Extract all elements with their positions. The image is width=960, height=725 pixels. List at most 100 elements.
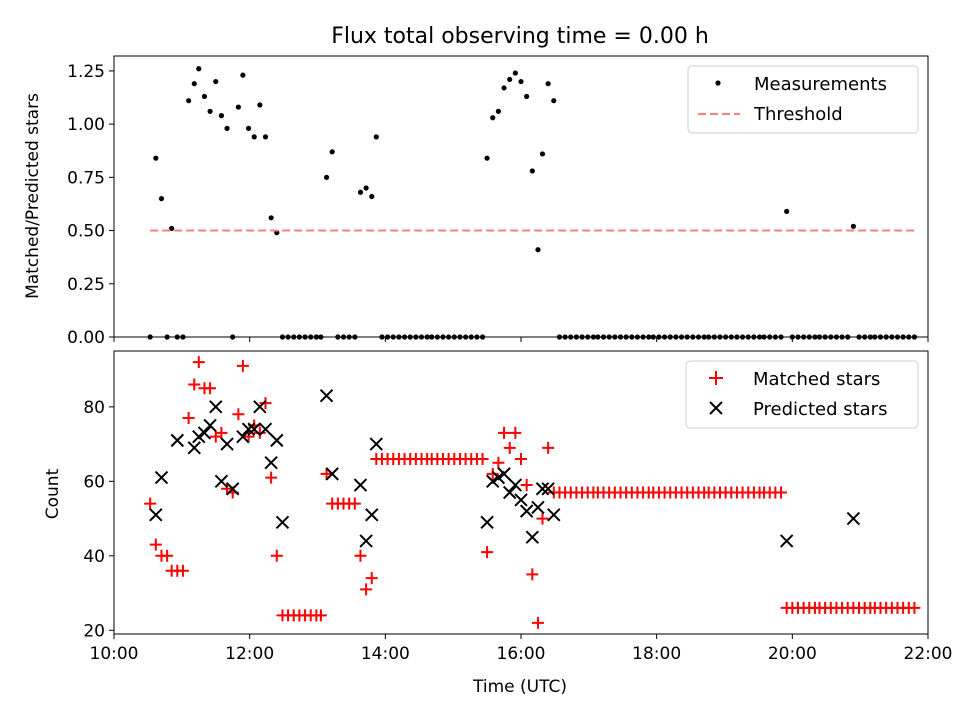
measurements-point xyxy=(235,104,241,110)
matched-stars-point xyxy=(360,583,373,596)
matched-stars-point xyxy=(144,497,157,510)
measurements-point xyxy=(218,113,225,119)
matched-stars-point xyxy=(149,538,162,551)
predicted-stars-point xyxy=(497,467,511,481)
matched-stars-point xyxy=(354,549,367,562)
matched-stars-point xyxy=(908,601,921,614)
predicted-stars-point xyxy=(508,478,523,492)
legend-matched-label: Matched stars xyxy=(753,369,880,390)
x-tick-label: 20:00 xyxy=(768,644,817,664)
measurements-point xyxy=(535,247,541,253)
predicted-stars-point xyxy=(209,400,223,414)
predicted-stars-point xyxy=(531,500,545,515)
top-legend: Measurements Threshold xyxy=(687,65,919,134)
measurements-point xyxy=(524,93,530,100)
measurements-point xyxy=(518,78,524,85)
matched-stars-point xyxy=(161,549,174,562)
measurements-point xyxy=(158,196,165,202)
measurements-point xyxy=(539,151,546,157)
top-legend-box xyxy=(687,65,919,134)
matched-stars-point xyxy=(215,426,228,439)
x-tick-label: 10:00 xyxy=(90,644,139,664)
measurements-point xyxy=(850,223,856,229)
measurements-point xyxy=(784,208,790,215)
predicted-stars-point xyxy=(149,508,163,522)
predicted-stars-point xyxy=(514,493,528,507)
x-axis-label: Time (UTC) xyxy=(472,677,567,697)
matched-stars-point xyxy=(253,426,266,439)
predicted-stars-point xyxy=(846,511,861,526)
measurements-point xyxy=(545,81,551,87)
predicted-stars-point xyxy=(270,433,284,448)
predicted-stars-point xyxy=(247,422,261,436)
y-tick-label: 1.25 xyxy=(67,62,105,82)
matched-stars-point xyxy=(188,378,201,391)
measurements-point xyxy=(369,193,375,200)
measurements-point xyxy=(268,215,274,221)
matched-stars-point xyxy=(270,549,283,562)
predicted-stars-point xyxy=(353,478,368,492)
bottom-y-axis-label: Count xyxy=(43,468,63,519)
matched-stars-point xyxy=(232,408,245,421)
legend-threshold-label: Threshold xyxy=(753,104,843,125)
x-tick-label: 16:00 xyxy=(497,644,546,664)
measurements-point xyxy=(551,98,557,104)
x-tick-label: 14:00 xyxy=(361,644,410,664)
predicted-stars-point xyxy=(325,467,339,481)
matched-stars-point xyxy=(182,412,195,425)
measurements-point xyxy=(262,134,269,140)
measurements-point xyxy=(245,125,252,131)
predicted-stars-point xyxy=(226,482,240,496)
measurements-point xyxy=(323,174,330,180)
legend-matched-marker xyxy=(709,371,723,385)
predicted-stars-point xyxy=(541,482,555,496)
matched-stars-point xyxy=(236,359,249,372)
matched-stars-point xyxy=(775,486,788,499)
matched-stars-point xyxy=(492,456,505,469)
chart-title: Flux total observing time = 0.00 h xyxy=(331,24,709,49)
measurements-point xyxy=(191,81,197,87)
legend-predicted-marker xyxy=(709,401,723,415)
y-tick-label: 0.75 xyxy=(67,168,105,188)
y-tick-label: 0.25 xyxy=(67,275,105,295)
matched-stars-point xyxy=(192,356,205,369)
measurements-point xyxy=(512,70,518,76)
predicted-stars-point xyxy=(535,482,550,496)
matched-stars-point xyxy=(348,497,361,510)
predicted-stars-point xyxy=(275,515,290,529)
measurements-point xyxy=(490,115,496,121)
measurements-point xyxy=(196,66,202,72)
legend-measurements-marker xyxy=(715,80,721,86)
matched-stars-point xyxy=(259,397,272,410)
bottom-legend-box xyxy=(685,360,919,429)
matched-stars-point xyxy=(204,382,217,395)
predicted-stars-point xyxy=(203,418,217,433)
measurements-point xyxy=(357,189,364,195)
x-tick-label: 18:00 xyxy=(632,644,681,664)
measurements-point xyxy=(186,98,192,104)
predicted-stars-point xyxy=(319,388,334,403)
matched-stars-point xyxy=(314,609,327,622)
measurements-point xyxy=(373,134,379,140)
predicted-stars-point xyxy=(369,437,383,451)
measurements-point xyxy=(224,125,230,131)
measurements-point xyxy=(257,102,263,108)
measurements-point xyxy=(213,78,219,85)
measurements-point xyxy=(251,134,257,140)
matched-stars-point xyxy=(476,452,489,465)
predicted-stars-point xyxy=(258,422,273,436)
measurements-point xyxy=(153,155,159,161)
y-tick-label: 1.00 xyxy=(67,115,105,135)
predicted-stars-point xyxy=(502,485,517,500)
measurements-point xyxy=(329,149,335,155)
y-tick-label: 20 xyxy=(83,621,105,641)
matched-stars-point xyxy=(486,467,499,480)
bottom-plot-area: 20 40 60 80 10:00 12:00 14:00 16:00 18:00 20:00 22… xyxy=(83,356,953,664)
predicted-stars-point xyxy=(525,530,540,544)
x-tick-label: 12:00 xyxy=(225,644,274,664)
predicted-stars-point xyxy=(365,508,379,522)
y-tick-label: 0.00 xyxy=(67,328,105,348)
matched-stars-point xyxy=(365,572,378,585)
top-y-axis-label: Matched/Predicted stars xyxy=(23,93,43,299)
